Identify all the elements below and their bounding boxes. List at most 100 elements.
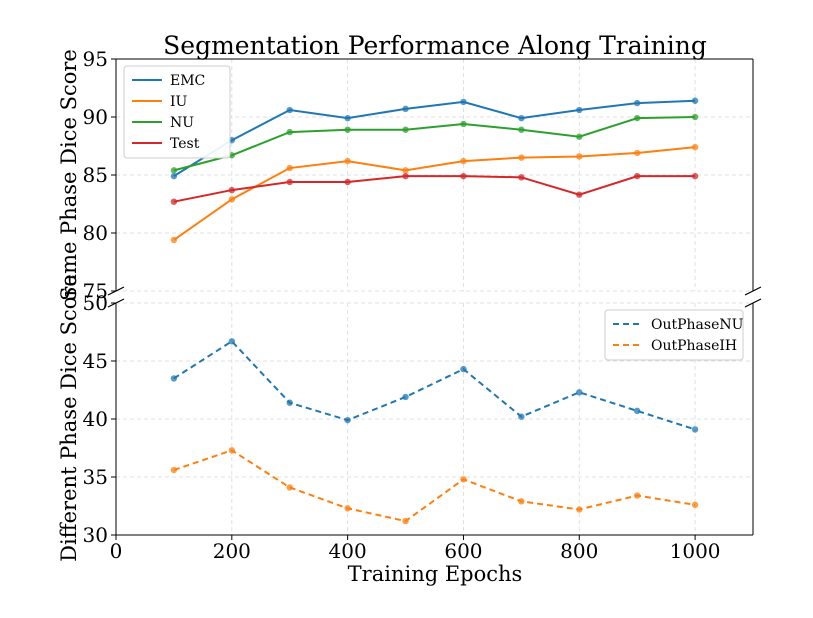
top-y-tick-label: 95	[83, 47, 108, 71]
data-point-outphaseih	[460, 476, 467, 483]
data-point-outphaseih	[170, 466, 178, 474]
bottom-y-tick-label: 30	[83, 523, 108, 547]
data-point-nu	[518, 126, 525, 133]
legend-label-emc: EMC	[170, 73, 205, 89]
x-tick-label: 200	[213, 539, 251, 563]
data-point-outphaseih	[402, 517, 409, 525]
bottom-legend-box	[604, 309, 744, 361]
chart-title: Segmentation Performance Along Training	[163, 31, 707, 60]
axis-break-mark	[744, 298, 762, 308]
data-point-iu	[286, 164, 293, 172]
data-point-outphasenu	[286, 399, 293, 406]
bottom-legend: OutPhaseNU OutPhaseIH	[604, 309, 744, 361]
data-point-nu	[344, 126, 351, 133]
series-line-iu	[173, 146, 696, 241]
axis-break-mark	[107, 298, 125, 308]
series-line-outphasenu	[173, 339, 696, 431]
data-point-emc	[518, 114, 525, 122]
data-point-iu	[576, 153, 583, 160]
top-y-tick-label: 90	[83, 105, 108, 129]
data-point-nu	[286, 128, 293, 136]
axis-break-mark	[744, 286, 762, 296]
axis-break-marks	[107, 286, 762, 308]
data-point-iu	[633, 149, 641, 157]
data-point-outphasenu	[691, 426, 699, 433]
data-point-iu	[691, 143, 699, 151]
data-point-emc	[402, 105, 409, 113]
data-point-iu	[228, 196, 236, 203]
data-point-iu	[460, 157, 467, 165]
data-point-nu	[402, 126, 409, 133]
data-point-emc	[576, 106, 583, 114]
data-point-outphasenu	[170, 375, 178, 382]
top-y-tick-label: 80	[83, 221, 108, 245]
data-point-outphasenu	[228, 338, 236, 345]
data-point-outphaseih	[518, 498, 525, 505]
top-y-tick-label: 75	[83, 279, 108, 303]
data-point-emc	[633, 99, 641, 107]
data-point-outphaseih	[286, 484, 293, 491]
bottom-y-tick-label: 45	[83, 349, 108, 373]
data-point-test	[228, 186, 236, 194]
data-point-outphaseih	[576, 506, 583, 513]
data-point-iu	[170, 236, 178, 244]
x-tick-label: 400	[329, 539, 367, 563]
data-point-outphasenu	[518, 413, 525, 420]
data-point-iu	[344, 157, 351, 165]
data-point-test	[691, 172, 699, 180]
data-point-test	[633, 172, 641, 180]
series-line-outphaseih	[173, 449, 696, 523]
data-point-outphasenu	[344, 416, 351, 424]
data-point-emc	[460, 98, 467, 106]
data-point-emc	[286, 106, 293, 114]
legend-label-test: Test	[170, 136, 200, 152]
data-point-test	[518, 174, 525, 181]
top-legend-box	[123, 65, 231, 159]
data-point-test	[402, 172, 409, 180]
data-point-nu	[460, 120, 467, 128]
bottom-y-tick-label: 40	[83, 407, 108, 431]
data-point-iu	[402, 167, 409, 174]
data-point-outphaseih	[228, 447, 236, 454]
data-point-outphasenu	[402, 393, 409, 401]
data-point-iu	[518, 154, 525, 161]
series-line-emc	[173, 99, 696, 178]
bottom-y-tick-label: 35	[83, 465, 108, 489]
bottom-panel: 30 35 40 45 50 OutPhaseNU OutPhaseIH	[83, 291, 754, 547]
x-axis-label: Training Epochs	[348, 562, 523, 586]
legend-label-nu: NU	[170, 115, 194, 131]
data-point-emc	[344, 114, 351, 122]
legend-label-outphaseih: OutPhaseIH	[651, 338, 737, 354]
x-tick-label: 1000	[670, 539, 721, 563]
x-tick-label: 800	[560, 539, 598, 563]
data-point-outphasenu	[460, 365, 467, 373]
data-point-emc	[170, 172, 178, 180]
series-line-nu	[173, 116, 696, 172]
data-point-nu	[170, 167, 178, 174]
x-tick-label: 0	[110, 539, 123, 563]
top-legend: EMC IU NU Test	[123, 65, 231, 159]
bottom-y-axis-label: Different Phase Dice Score	[57, 274, 81, 562]
series-line-test	[173, 175, 696, 203]
bottom-y-tick-label: 50	[83, 291, 108, 315]
data-point-outphasenu	[633, 407, 641, 415]
data-point-nu	[691, 113, 699, 121]
data-point-outphaseih	[691, 501, 699, 509]
data-point-test	[170, 198, 178, 205]
x-tick-label: 600	[444, 539, 482, 563]
data-point-nu	[576, 133, 583, 140]
x-axis: 0 200 400 600 800 1000	[110, 535, 721, 563]
data-point-test	[576, 191, 583, 198]
data-point-test	[344, 178, 351, 186]
top-y-tick-label: 85	[83, 163, 108, 187]
top-panel: 75 80 85 90 95 EMC IU NU Test	[83, 47, 754, 303]
data-point-test	[286, 178, 293, 186]
data-point-outphaseih	[633, 492, 641, 499]
data-point-emc	[691, 97, 699, 104]
legend-label-outphasenu: OutPhaseNU	[651, 317, 744, 333]
data-point-outphaseih	[344, 505, 351, 512]
axis-break-mark	[107, 286, 125, 296]
top-y-axis-label: Same Phase Dice Score	[57, 49, 81, 301]
data-point-outphasenu	[576, 389, 583, 396]
